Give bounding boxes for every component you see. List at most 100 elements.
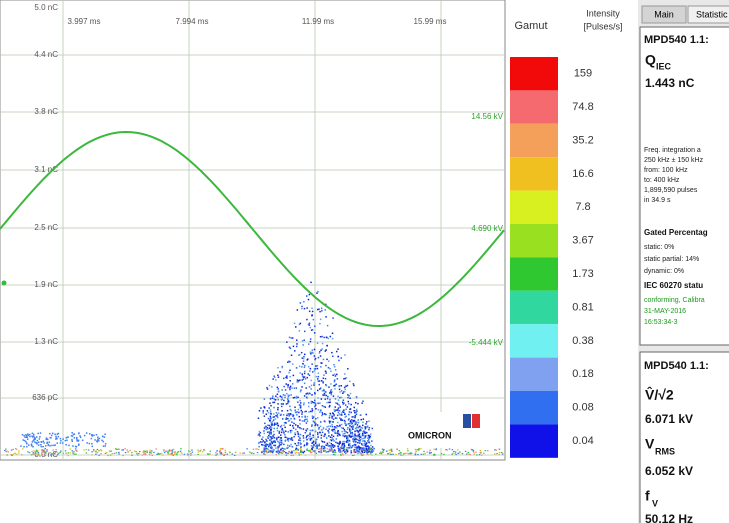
pulse [283, 432, 285, 434]
pulse [47, 444, 49, 446]
pulse [331, 391, 333, 393]
pulse [14, 452, 16, 455]
pulse [342, 454, 344, 456]
tab-label[interactable]: Statistic [696, 9, 728, 19]
pulse [348, 413, 350, 416]
pulse [5, 451, 7, 453]
pulse [115, 448, 117, 450]
pulse [268, 444, 271, 447]
pulse [344, 354, 346, 356]
pulse [104, 433, 106, 435]
pulse [349, 432, 352, 434]
pulse [306, 444, 308, 446]
pulse [345, 431, 347, 433]
pulse [297, 396, 299, 399]
pulse [357, 450, 360, 453]
pulse [279, 371, 281, 373]
pulse [106, 452, 108, 454]
pulse [285, 403, 288, 405]
pulse [409, 452, 411, 454]
pulse [315, 418, 317, 420]
pulse [329, 404, 331, 407]
pulse [322, 382, 324, 384]
pulse [241, 452, 244, 454]
pulse [301, 411, 304, 413]
pulse [42, 445, 44, 448]
pulse [291, 439, 294, 441]
pulse [381, 451, 384, 453]
pulse [282, 450, 284, 452]
pulse [351, 432, 353, 435]
pulse [272, 450, 274, 452]
pulse [30, 443, 33, 445]
pulse [348, 447, 350, 449]
pulse [320, 434, 323, 437]
pulse [338, 417, 341, 419]
pulse [276, 396, 279, 399]
pulse [282, 403, 284, 405]
pulse [337, 445, 339, 448]
pulse [331, 337, 334, 340]
pulse [35, 442, 37, 444]
pulse [359, 448, 361, 451]
pulse [306, 396, 308, 399]
pulse [300, 450, 303, 452]
pulse [77, 444, 80, 446]
pulse [347, 368, 349, 370]
pulse [328, 441, 331, 444]
pulse [339, 442, 342, 444]
pulse [111, 453, 114, 455]
pulse [85, 448, 87, 451]
pulse [360, 426, 362, 429]
marker [1, 280, 7, 286]
pulse [346, 431, 349, 434]
pulse [280, 403, 283, 405]
pulse [358, 426, 360, 428]
pulse [333, 380, 336, 383]
tab-label[interactable]: Main [654, 9, 674, 19]
pulse [325, 349, 327, 351]
pulse [263, 407, 266, 409]
pulse [340, 453, 342, 455]
pulse [272, 435, 274, 437]
pulse [42, 440, 45, 442]
pulse [277, 403, 279, 405]
pulse [342, 403, 344, 405]
pulse [366, 453, 369, 455]
pulse [97, 438, 99, 440]
pulse [300, 454, 302, 456]
pulse [339, 440, 341, 443]
pulse [276, 422, 279, 425]
pulse [279, 444, 281, 446]
pulse [143, 450, 145, 452]
pulse [317, 356, 320, 359]
pulse [314, 402, 317, 404]
pulse [265, 442, 267, 445]
gamut-label: 0.38 [572, 335, 593, 347]
tab[interactable] [687, 5, 729, 24]
pulse [382, 450, 385, 452]
pulse [269, 411, 272, 413]
tab[interactable] [641, 5, 687, 24]
pulse [321, 310, 323, 312]
pulse [269, 439, 271, 442]
pulse [340, 427, 343, 429]
pulse [293, 417, 295, 420]
pulse [323, 392, 326, 395]
pulse [297, 449, 299, 451]
pulse [330, 370, 332, 373]
pulse [299, 442, 302, 444]
pulse [312, 446, 314, 449]
pulse [346, 447, 348, 449]
pulse [270, 431, 272, 433]
pulse [351, 419, 353, 421]
pulse [345, 450, 347, 452]
pulse [353, 443, 356, 446]
y-label: 1.3 nC [34, 337, 58, 346]
pulse [323, 390, 325, 392]
pulse [273, 440, 275, 443]
pulse [331, 429, 333, 431]
pulse [303, 395, 306, 397]
pulse [349, 422, 351, 425]
pulse [348, 403, 350, 405]
